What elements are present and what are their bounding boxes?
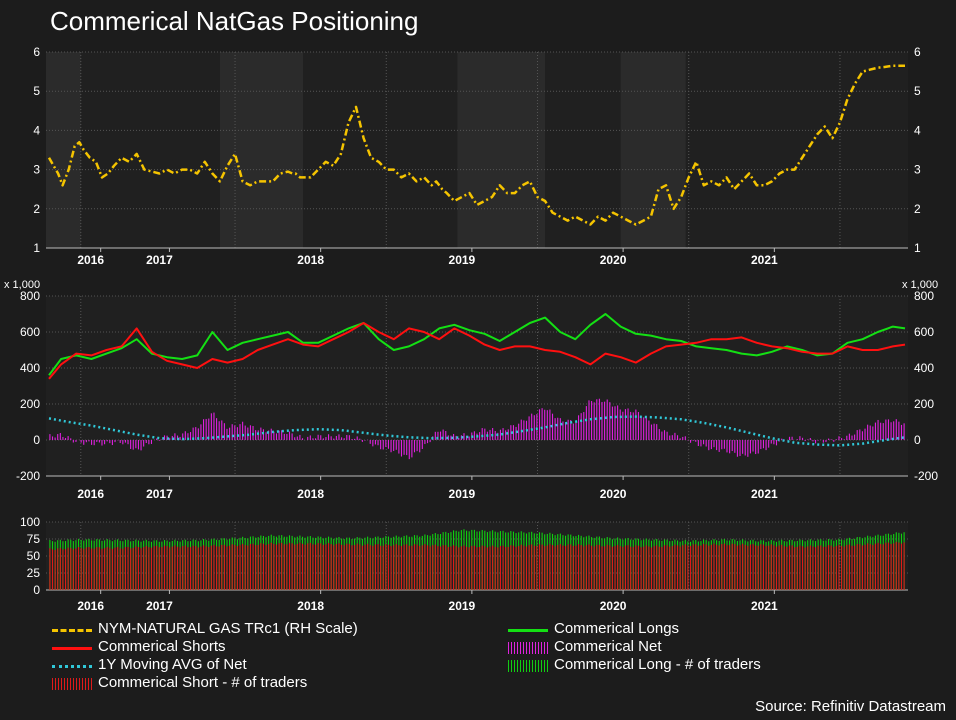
x-tick-label: 2018: [297, 253, 324, 267]
shade-band: [620, 52, 686, 248]
y-tick-label-right: 1: [914, 241, 921, 255]
x-tick-label: 2018: [297, 599, 324, 613]
x-tick-label: 2016: [77, 253, 104, 267]
x-tick-label: 2016: [77, 599, 104, 613]
units-label-left: x 1,000: [4, 279, 40, 291]
x-tick-label: 2017: [146, 487, 173, 501]
y-tick-label-right: 200: [914, 397, 934, 411]
x-tick-label: 2020: [600, 253, 627, 267]
y-tick-label-left: 0: [33, 433, 40, 447]
y-tick-label-right: 6: [914, 45, 921, 59]
page-title: Commerical NatGas Positioning: [50, 6, 419, 36]
y-tick-label-left: 50: [27, 549, 41, 563]
y-tick-label-left: 200: [20, 397, 40, 411]
panel-traders: [46, 521, 908, 594]
y-tick-label-left: 100: [20, 515, 40, 529]
y-tick-label-right: 0: [914, 433, 921, 447]
y-tick-label-right: 800: [914, 289, 934, 303]
x-tick-label: 2019: [449, 253, 476, 267]
y-tick-label-left: 0: [33, 583, 40, 597]
x-tick-label: 2016: [77, 487, 104, 501]
x-tick-label: 2018: [297, 487, 324, 501]
y-tick-label-right: 3: [914, 163, 921, 177]
x-tick-label: 2021: [751, 487, 778, 501]
y-tick-label-left: 5: [33, 84, 40, 98]
y-tick-label-left: 400: [20, 361, 40, 375]
x-tick-label: 2017: [146, 599, 173, 613]
plot-area: [46, 296, 908, 476]
x-tick-label: 2020: [600, 599, 627, 613]
source-note: Source: Refinitiv Datastream: [755, 698, 946, 715]
y-tick-label-left: 75: [27, 532, 41, 546]
y-tick-label-right: 400: [914, 361, 934, 375]
y-tick-label-left: 600: [20, 325, 40, 339]
y-tick-label-left: 1: [33, 241, 40, 255]
series-line-price: [47, 64, 905, 226]
series-line-net_ma: [48, 415, 906, 447]
units-label-right: x 1,000: [902, 279, 938, 291]
y-tick-label-left: 2: [33, 202, 40, 216]
shade-band: [46, 52, 81, 248]
x-tick-label: 2017: [146, 253, 173, 267]
y-tick-label-left: 3: [33, 163, 40, 177]
y-tick-label-left: 800: [20, 289, 40, 303]
panel-price: [46, 51, 908, 252]
x-tick-label: 2020: [600, 487, 627, 501]
x-tick-label: 2021: [751, 599, 778, 613]
x-tick-label: 2021: [751, 253, 778, 267]
x-tick-label: 2019: [449, 487, 476, 501]
y-tick-label-right: -200: [914, 469, 938, 483]
y-tick-label-right: 4: [914, 123, 921, 137]
y-tick-label-right: 5: [914, 84, 921, 98]
panel-positions: [46, 295, 908, 480]
series-line-shorts: [48, 322, 906, 380]
shade-band: [457, 52, 546, 248]
y-tick-label-left: 4: [33, 123, 40, 137]
y-tick-label-right: 2: [914, 202, 921, 216]
y-tick-label-right: 600: [914, 325, 934, 339]
y-tick-label-left: 6: [33, 45, 40, 59]
x-tick-label: 2019: [449, 599, 476, 613]
y-tick-label-left: -200: [16, 469, 40, 483]
series-line-longs: [48, 313, 906, 376]
shade-band: [219, 52, 304, 248]
y-tick-label-left: 25: [27, 566, 41, 580]
